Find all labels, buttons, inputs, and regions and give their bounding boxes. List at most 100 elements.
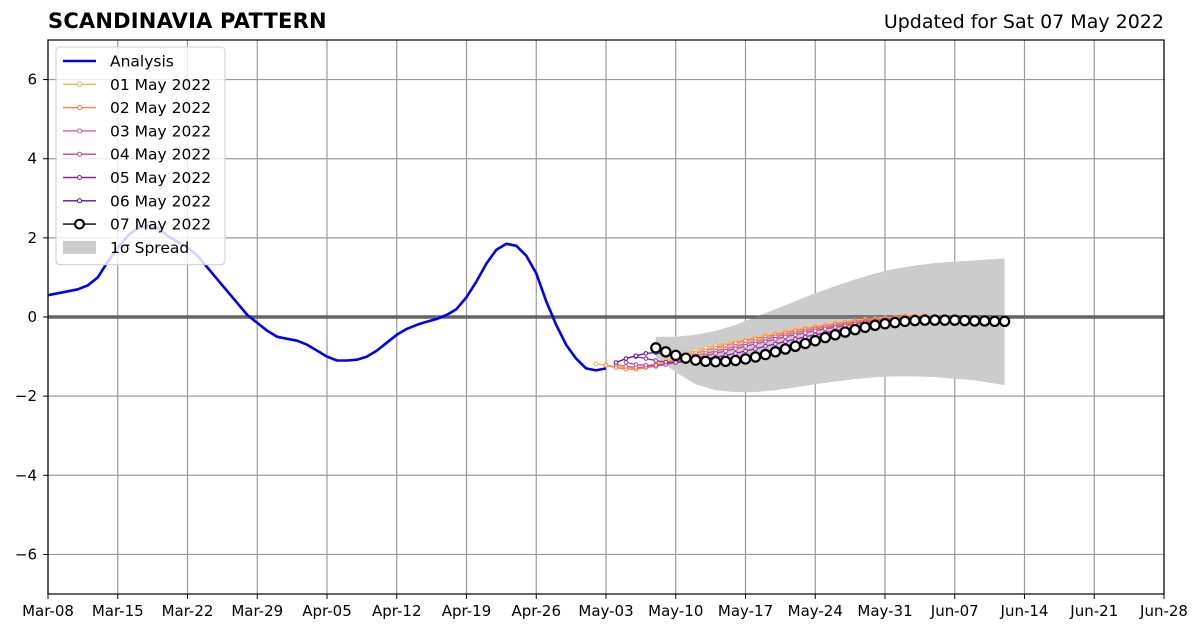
data-point bbox=[809, 335, 821, 347]
legend-label: 07 May 2022 bbox=[110, 216, 211, 234]
data-point bbox=[739, 353, 752, 365]
x-tick-label: Jun-14 bbox=[1000, 602, 1049, 620]
data-point bbox=[670, 349, 682, 362]
data-point bbox=[799, 337, 811, 350]
y-tick-label: −6 bbox=[15, 545, 37, 563]
y-tick-label: 6 bbox=[27, 71, 37, 89]
series-layer bbox=[47, 224, 1011, 372]
data-point bbox=[709, 356, 722, 368]
x-tick-label: May-03 bbox=[578, 602, 633, 620]
x-tick-label: Apr-12 bbox=[372, 602, 422, 620]
data-point bbox=[623, 360, 629, 365]
legend-entry: 03 May 2022 bbox=[63, 122, 211, 140]
data-point bbox=[929, 314, 941, 326]
data-point bbox=[653, 362, 659, 368]
legend-swatch-marker bbox=[77, 175, 82, 180]
data-point bbox=[839, 326, 851, 338]
data-point bbox=[802, 330, 808, 336]
data-point bbox=[819, 331, 831, 344]
data-point bbox=[680, 352, 692, 364]
legend-entry: 1σ Spread bbox=[63, 239, 189, 257]
y-tick-label: −4 bbox=[15, 466, 37, 484]
data-point bbox=[793, 336, 798, 342]
y-tick-label: 4 bbox=[27, 150, 37, 168]
legend-entry: 04 May 2022 bbox=[63, 146, 211, 164]
legend-label: 06 May 2022 bbox=[110, 192, 211, 210]
data-point bbox=[650, 342, 662, 354]
data-point bbox=[779, 343, 792, 355]
legend-entry: 01 May 2022 bbox=[63, 76, 211, 94]
data-point bbox=[959, 314, 971, 327]
data-point bbox=[733, 346, 738, 351]
data-point bbox=[753, 346, 758, 351]
data-point bbox=[939, 314, 951, 326]
x-tick-label: Mar-08 bbox=[22, 602, 74, 620]
x-tick-label: Jun-21 bbox=[1069, 602, 1118, 620]
data-point bbox=[743, 343, 748, 349]
data-point bbox=[879, 318, 891, 330]
data-point bbox=[713, 351, 718, 356]
data-point bbox=[749, 351, 762, 363]
data-point bbox=[769, 346, 782, 358]
legend-box bbox=[55, 46, 226, 266]
data-point bbox=[763, 343, 768, 349]
x-tick-label: Apr-19 bbox=[442, 602, 492, 620]
data-point bbox=[673, 360, 679, 365]
legend-entry: 02 May 2022 bbox=[63, 99, 211, 117]
legend-swatch-marker bbox=[74, 218, 85, 230]
data-point bbox=[643, 362, 649, 368]
y-tick-label: 2 bbox=[27, 229, 37, 247]
x-tick-label: May-31 bbox=[857, 602, 912, 620]
x-tick-label: May-24 bbox=[788, 602, 843, 620]
data-point bbox=[759, 348, 772, 361]
data-point bbox=[633, 353, 639, 359]
data-point bbox=[689, 354, 702, 366]
legend: Analysis 01 May 2022 02 May 2022 03 May 202… bbox=[55, 46, 226, 266]
data-point bbox=[773, 336, 778, 342]
data-point bbox=[643, 356, 649, 361]
data-point bbox=[723, 348, 728, 354]
x-tick-label: Jun-28 bbox=[1139, 602, 1188, 620]
x-tick-label: Mar-29 bbox=[231, 602, 283, 620]
data-point bbox=[859, 321, 871, 333]
legend-label: 1σ Spread bbox=[110, 239, 189, 257]
legend-label: Analysis bbox=[110, 53, 174, 71]
data-point bbox=[753, 341, 758, 347]
data-point bbox=[812, 328, 818, 334]
data-point bbox=[822, 326, 828, 332]
legend-entry: 07 May 2022 bbox=[63, 216, 211, 234]
y-tick-label: −2 bbox=[15, 387, 37, 405]
data-point bbox=[968, 315, 981, 327]
data-point bbox=[660, 346, 672, 358]
legend-swatch-marker bbox=[77, 105, 82, 111]
data-point bbox=[909, 314, 921, 327]
data-point bbox=[593, 361, 599, 366]
data-point bbox=[643, 351, 649, 356]
legend-entry: 05 May 2022 bbox=[63, 169, 211, 187]
data-point bbox=[603, 362, 609, 368]
updated-date-label: Updated for Sat 07 May 2022 bbox=[883, 11, 1164, 33]
data-point bbox=[783, 339, 788, 344]
legend-swatch-marker bbox=[77, 81, 82, 87]
data-point bbox=[919, 314, 931, 326]
x-tick-label: Jun-07 bbox=[930, 602, 979, 620]
y-tick-label: 0 bbox=[27, 308, 37, 326]
legend-label: 03 May 2022 bbox=[110, 122, 211, 140]
data-point bbox=[988, 315, 1001, 328]
legend-swatch-marker bbox=[77, 198, 82, 204]
data-point bbox=[623, 356, 629, 361]
chart-title: SCANDINAVIA PATTERN bbox=[48, 9, 327, 33]
data-point bbox=[763, 339, 768, 344]
data-point bbox=[899, 315, 911, 328]
data-point bbox=[633, 362, 639, 367]
legend-label: 04 May 2022 bbox=[110, 146, 211, 164]
legend-swatch-band bbox=[63, 240, 96, 254]
data-point bbox=[729, 354, 742, 367]
data-point bbox=[829, 329, 841, 341]
legend-entry: Analysis bbox=[63, 53, 174, 71]
data-point bbox=[719, 355, 732, 368]
data-point bbox=[773, 341, 778, 347]
data-point bbox=[663, 359, 669, 365]
legend-entry: 06 May 2022 bbox=[63, 192, 211, 210]
